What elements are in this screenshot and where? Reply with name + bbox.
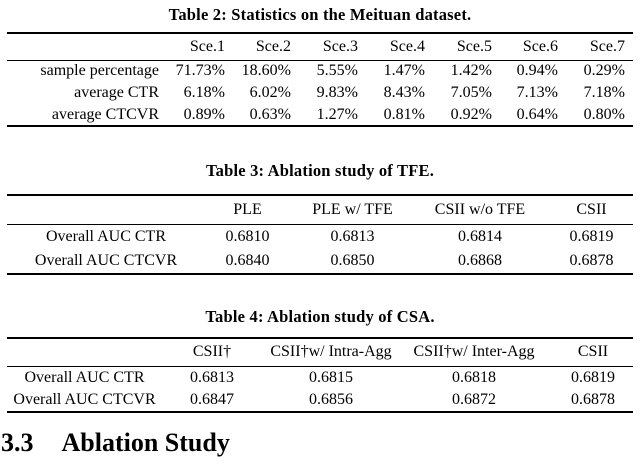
table-row: Overall AUC CTR 0.6813 0.6815 0.6818 0.6… [7,366,633,389]
table-cell: 0.29% [583,62,625,80]
table4-caption: Table 4: Ablation study of CSA. [205,307,435,326]
table-header-cell: Sce.1 [189,37,225,55]
table-cell: 0.6872 [452,391,496,408]
table2: Sce.1 Sce.2 Sce.3 Sce.4 Sce.5 Sce.6 Sce.… [7,32,633,127]
table4: CSII† CSII†w/ Intra-Agg CSII†w/ Inter-Ag… [7,337,633,413]
table-row: average CTCVR 0.89% 0.63% 1.27% 0.81% 0.… [7,104,633,126]
table-header-row: PLE PLE w/ TFE CSII w/o TFE CSII [7,195,633,224]
table-cell: 1.27% [316,105,358,123]
row-label: average CTR [74,84,159,101]
table-cell: 0.6850 [330,252,375,269]
table-cell: 0.92% [450,105,492,123]
table-cell: 0.6813 [330,227,375,245]
table3: PLE PLE w/ TFE CSII w/o TFE CSII Overall… [7,194,633,275]
table-cell: 0.6878 [571,391,615,408]
row-label: Overall AUC CTR [24,368,145,386]
row-label: Overall AUC CTCVR [34,252,178,269]
table-header-cell: Sce.4 [389,37,425,55]
table-cell: 0.6813 [190,368,234,386]
table-header-cell: CSII†w/ Intra-Agg [270,343,392,361]
table-cell: 0.6815 [309,368,353,386]
table-cell: 6.02% [249,84,291,101]
table-header-cell [7,338,157,366]
table-header-cell: Sce.7 [589,37,625,55]
table-cell: 0.6819 [569,227,614,245]
table-cell: 0.6868 [458,252,502,269]
table-cell: 0.6810 [225,227,270,245]
table-header-row: CSII† CSII†w/ Intra-Agg CSII†w/ Inter-Ag… [7,338,633,366]
table-cell: 7.18% [583,84,625,101]
table2-caption: Table 2: Statistics on the Meituan datas… [168,5,472,24]
table-row: sample percentage 71.73% 18.60% 5.55% 1.… [7,60,633,82]
table-cell: 0.94% [516,62,558,80]
table-cell: 0.80% [583,105,625,123]
table-cell: 0.63% [249,105,291,123]
table3-caption: Table 3: Ablation study of TFE. [205,161,435,180]
table-row: average CTR 6.18% 6.02% 9.83% 8.43% 7.05… [7,82,633,104]
table-cell: 0.89% [183,105,225,123]
table-cell: 0.6814 [458,227,502,245]
table-cell: 9.83% [316,84,358,101]
table-header-cell: Sce.2 [255,37,291,55]
table-cell: 1.47% [383,62,425,80]
table-cell: 0.6856 [309,391,353,408]
table-cell: 7.05% [450,84,492,101]
row-label: Overall AUC CTR [46,227,166,245]
table-header-cell: CSII [577,343,609,361]
table-header-cell: Sce.6 [522,37,558,55]
table-header-row: Sce.1 Sce.2 Sce.3 Sce.4 Sce.5 Sce.6 Sce.… [7,33,633,60]
section-number: 3.3 [1,428,34,457]
table-header-cell: CSII [576,200,607,218]
section-heading: 3.3 Ablation Study [1,428,640,458]
table-cell: 1.42% [450,62,492,80]
table-row: Overall AUC CTCVR 0.6840 0.6850 0.6868 0… [7,249,633,274]
table-cell: 0.64% [516,105,558,123]
table-cell: 0.6840 [225,252,270,269]
table-header-cell: CSII w/o TFE [434,200,526,218]
table-cell: 18.60% [241,62,291,80]
table-cell: 0.81% [383,105,425,123]
table-cell: 7.13% [516,84,558,101]
table-cell: 0.6818 [452,368,496,386]
table-header-cell: PLE [233,200,262,218]
table-row: Overall AUC CTR 0.6810 0.6813 0.6814 0.6… [7,224,633,249]
table-header-cell: Sce.5 [456,37,492,55]
table-row: Overall AUC CTCVR 0.6847 0.6856 0.6872 0… [7,389,633,412]
table-cell: 0.6847 [190,391,234,408]
row-label: Overall AUC CTCVR [13,391,156,408]
table-cell: 5.55% [316,62,358,80]
table-cell: 8.43% [383,84,425,101]
table-header-cell [7,33,167,60]
table-cell: 0.6878 [569,252,614,269]
row-label: average CTCVR [51,105,159,123]
table-cell: 71.73% [175,62,225,80]
table-header-cell: CSII† [192,343,232,361]
row-label: sample percentage [40,62,159,80]
table-cell: 6.18% [183,84,225,101]
table-cell: 0.6819 [571,368,615,386]
table-header-cell: CSII†w/ Inter-Agg [413,343,535,361]
table-header-cell: Sce.3 [322,37,358,55]
table-header-cell [7,195,200,224]
section-title: Ablation Study [61,428,230,457]
table-header-cell: PLE w/ TFE [312,200,393,218]
